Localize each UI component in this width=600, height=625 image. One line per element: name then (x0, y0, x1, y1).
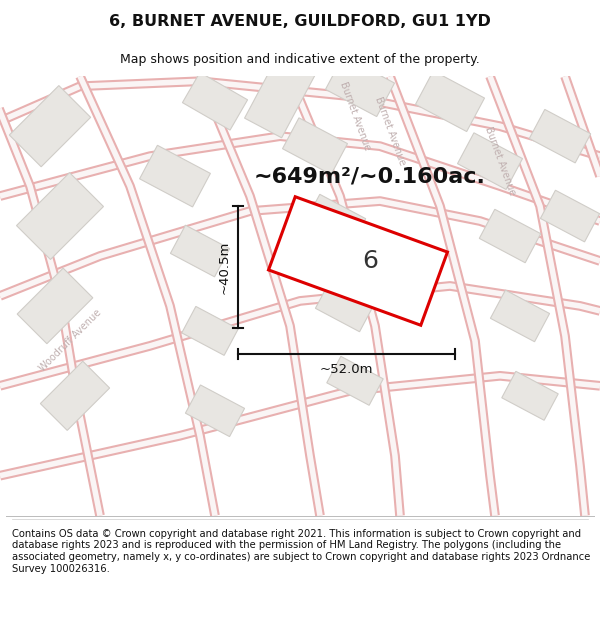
Polygon shape (170, 225, 230, 277)
Polygon shape (415, 71, 485, 131)
Text: ~40.5m: ~40.5m (218, 240, 230, 294)
Polygon shape (458, 132, 523, 189)
Polygon shape (502, 371, 558, 420)
Polygon shape (182, 72, 248, 130)
Polygon shape (17, 268, 93, 344)
Polygon shape (245, 54, 316, 138)
Polygon shape (269, 197, 448, 325)
Polygon shape (327, 356, 383, 405)
Polygon shape (490, 290, 550, 342)
Text: 6, BURNET AVENUE, GUILDFORD, GU1 1YD: 6, BURNET AVENUE, GUILDFORD, GU1 1YD (109, 14, 491, 29)
Text: Woodruff Avenue: Woodruff Avenue (37, 308, 103, 374)
Polygon shape (10, 86, 91, 167)
Polygon shape (17, 173, 103, 259)
Polygon shape (529, 109, 591, 163)
Text: ~649m²/~0.160ac.: ~649m²/~0.160ac. (254, 166, 486, 186)
Polygon shape (40, 361, 110, 431)
Text: Burnet Avenue: Burnet Avenue (373, 96, 407, 167)
Text: Burnet Avenue: Burnet Avenue (483, 126, 517, 197)
Polygon shape (325, 56, 395, 117)
Polygon shape (283, 118, 347, 174)
Text: ~52.0m: ~52.0m (320, 363, 373, 376)
Text: Map shows position and indicative extent of the property.: Map shows position and indicative extent… (120, 53, 480, 66)
Polygon shape (140, 145, 211, 207)
Polygon shape (479, 209, 541, 262)
Polygon shape (304, 194, 366, 248)
Polygon shape (541, 190, 599, 242)
Text: Contains OS data © Crown copyright and database right 2021. This information is : Contains OS data © Crown copyright and d… (12, 529, 590, 574)
Polygon shape (182, 306, 238, 356)
Text: 6: 6 (362, 249, 378, 273)
Text: Burnet Avenue: Burnet Avenue (338, 81, 372, 152)
Polygon shape (185, 385, 245, 437)
Polygon shape (316, 280, 374, 332)
